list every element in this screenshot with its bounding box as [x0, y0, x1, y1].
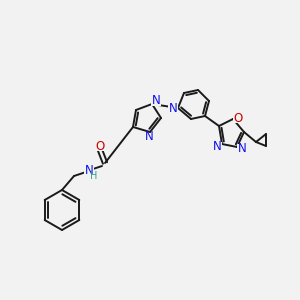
Text: N: N [169, 101, 177, 115]
FancyBboxPatch shape [237, 143, 247, 152]
FancyBboxPatch shape [95, 142, 105, 151]
Text: O: O [95, 140, 105, 152]
FancyBboxPatch shape [151, 97, 161, 106]
FancyBboxPatch shape [168, 103, 178, 112]
Text: N: N [213, 140, 221, 152]
Text: N: N [85, 164, 93, 178]
Text: N: N [238, 142, 246, 154]
FancyBboxPatch shape [90, 172, 98, 180]
Text: N: N [152, 94, 160, 107]
FancyBboxPatch shape [233, 113, 243, 122]
FancyBboxPatch shape [212, 142, 222, 151]
FancyBboxPatch shape [144, 133, 154, 142]
Text: N: N [145, 130, 153, 143]
FancyBboxPatch shape [84, 167, 94, 176]
Text: O: O [233, 112, 243, 124]
Text: H: H [90, 171, 98, 181]
